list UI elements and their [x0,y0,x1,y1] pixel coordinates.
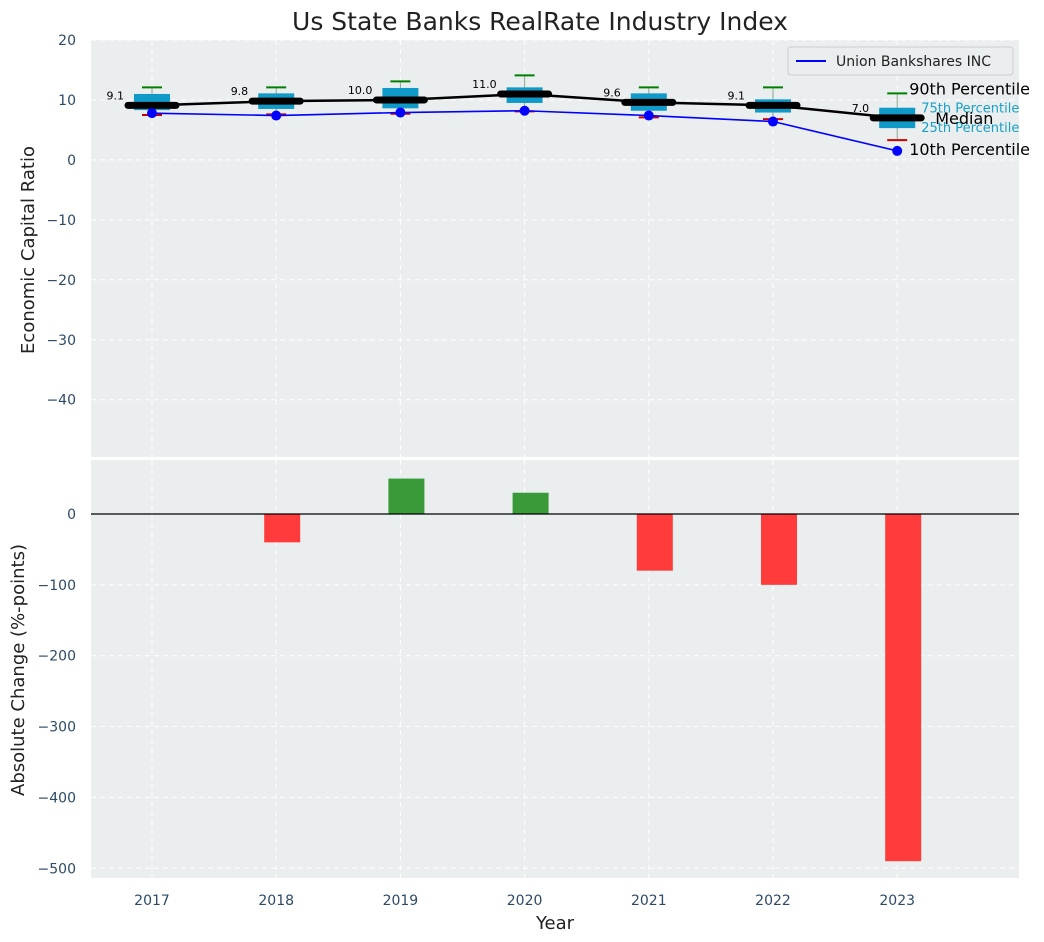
chart-title: Us State Banks RealRate Industry Index [292,7,788,36]
change-bar [885,514,922,862]
x-tick-label: 2019 [383,893,419,909]
lower-y-tick-label: −200 [38,649,76,665]
median-value-label: 9.1 [728,89,746,102]
legend: Union Bankshares INC [787,46,1014,76]
upper-y-tick-labels: 20 10 0 −10 −20 −30 −40 [46,33,76,409]
lower-y-tick-label: −300 [38,720,76,736]
lower-plot-background [91,460,1019,878]
legend-label: Union Bankshares INC [836,54,991,70]
annotation-p10: 10th Percentile [909,140,1030,159]
x-tick-label: 2018 [258,893,294,909]
change-bar [512,492,549,514]
upper-series [147,92,903,156]
median-value-label: 9.1 [107,89,125,102]
series-point-union-bankshares [271,110,282,121]
series-point-union-bankshares [643,110,654,121]
upper-y-axis-label: Economic Capital Ratio [18,146,39,354]
annotation-p25: 25th Percentile [921,121,1019,136]
upper-plot-background [91,40,1019,457]
upper-y-tick-label: −40 [46,393,76,409]
median-value-label: 7.0 [852,102,870,115]
lower-y-tick-label: −400 [38,790,76,806]
series-point-union-bankshares [768,116,778,127]
upper-grid [91,39,1019,457]
upper-y-tick-label: 20 [58,33,76,49]
lower-y-tick-label: −100 [38,578,76,594]
upper-y-tick-label: −10 [46,213,76,229]
change-bar [264,514,301,543]
upper-annotations: 90th Percentile 75th Percentile 25th Perce… [909,79,1030,159]
lower-y-tick-label: 0 [67,507,76,523]
change-bar [388,478,425,514]
change-bar [636,514,673,571]
median-value-label: 9.8 [231,85,249,98]
x-tick-label: 2022 [755,893,791,909]
lower-bars [264,478,922,862]
legend-box [787,46,1014,76]
upper-y-tick-label: −20 [46,273,76,289]
series-point-union-bankshares [519,105,530,116]
change-bar [761,514,797,585]
x-tick-label: 2021 [631,893,667,909]
x-tick-label: 2017 [134,893,170,909]
median-value-label: 9.6 [603,86,621,99]
x-tick-label: 2020 [507,893,543,909]
lower-y-tick-label: −500 [38,861,76,877]
x-axis-label: Year [535,913,575,934]
series-point-union-bankshares [395,107,406,118]
annotation-p75: 75th Percentile [921,102,1019,117]
median-value-label: 11.0 [472,78,497,91]
upper-y-tick-label: 10 [58,93,76,109]
x-tick-labels: 2017 2018 2019 2020 2021 2022 2023 [134,893,915,909]
lower-y-tick-labels: 0 −100 −200 −300 −400 −500 [38,507,76,877]
upper-y-tick-label: 0 [67,153,76,169]
annotation-median: Median [935,109,993,128]
lower-y-axis-label: Absolute Change (%-points) [8,544,29,796]
median-trend-line [151,92,898,120]
x-tick-label: 2023 [879,893,915,909]
annotation-p90: 90th Percentile [909,79,1030,98]
upper-y-tick-label: −30 [46,333,76,349]
series-point-union-bankshares [147,108,157,119]
series-point-union-bankshares [892,145,903,156]
median-value-label: 10.0 [348,84,373,97]
